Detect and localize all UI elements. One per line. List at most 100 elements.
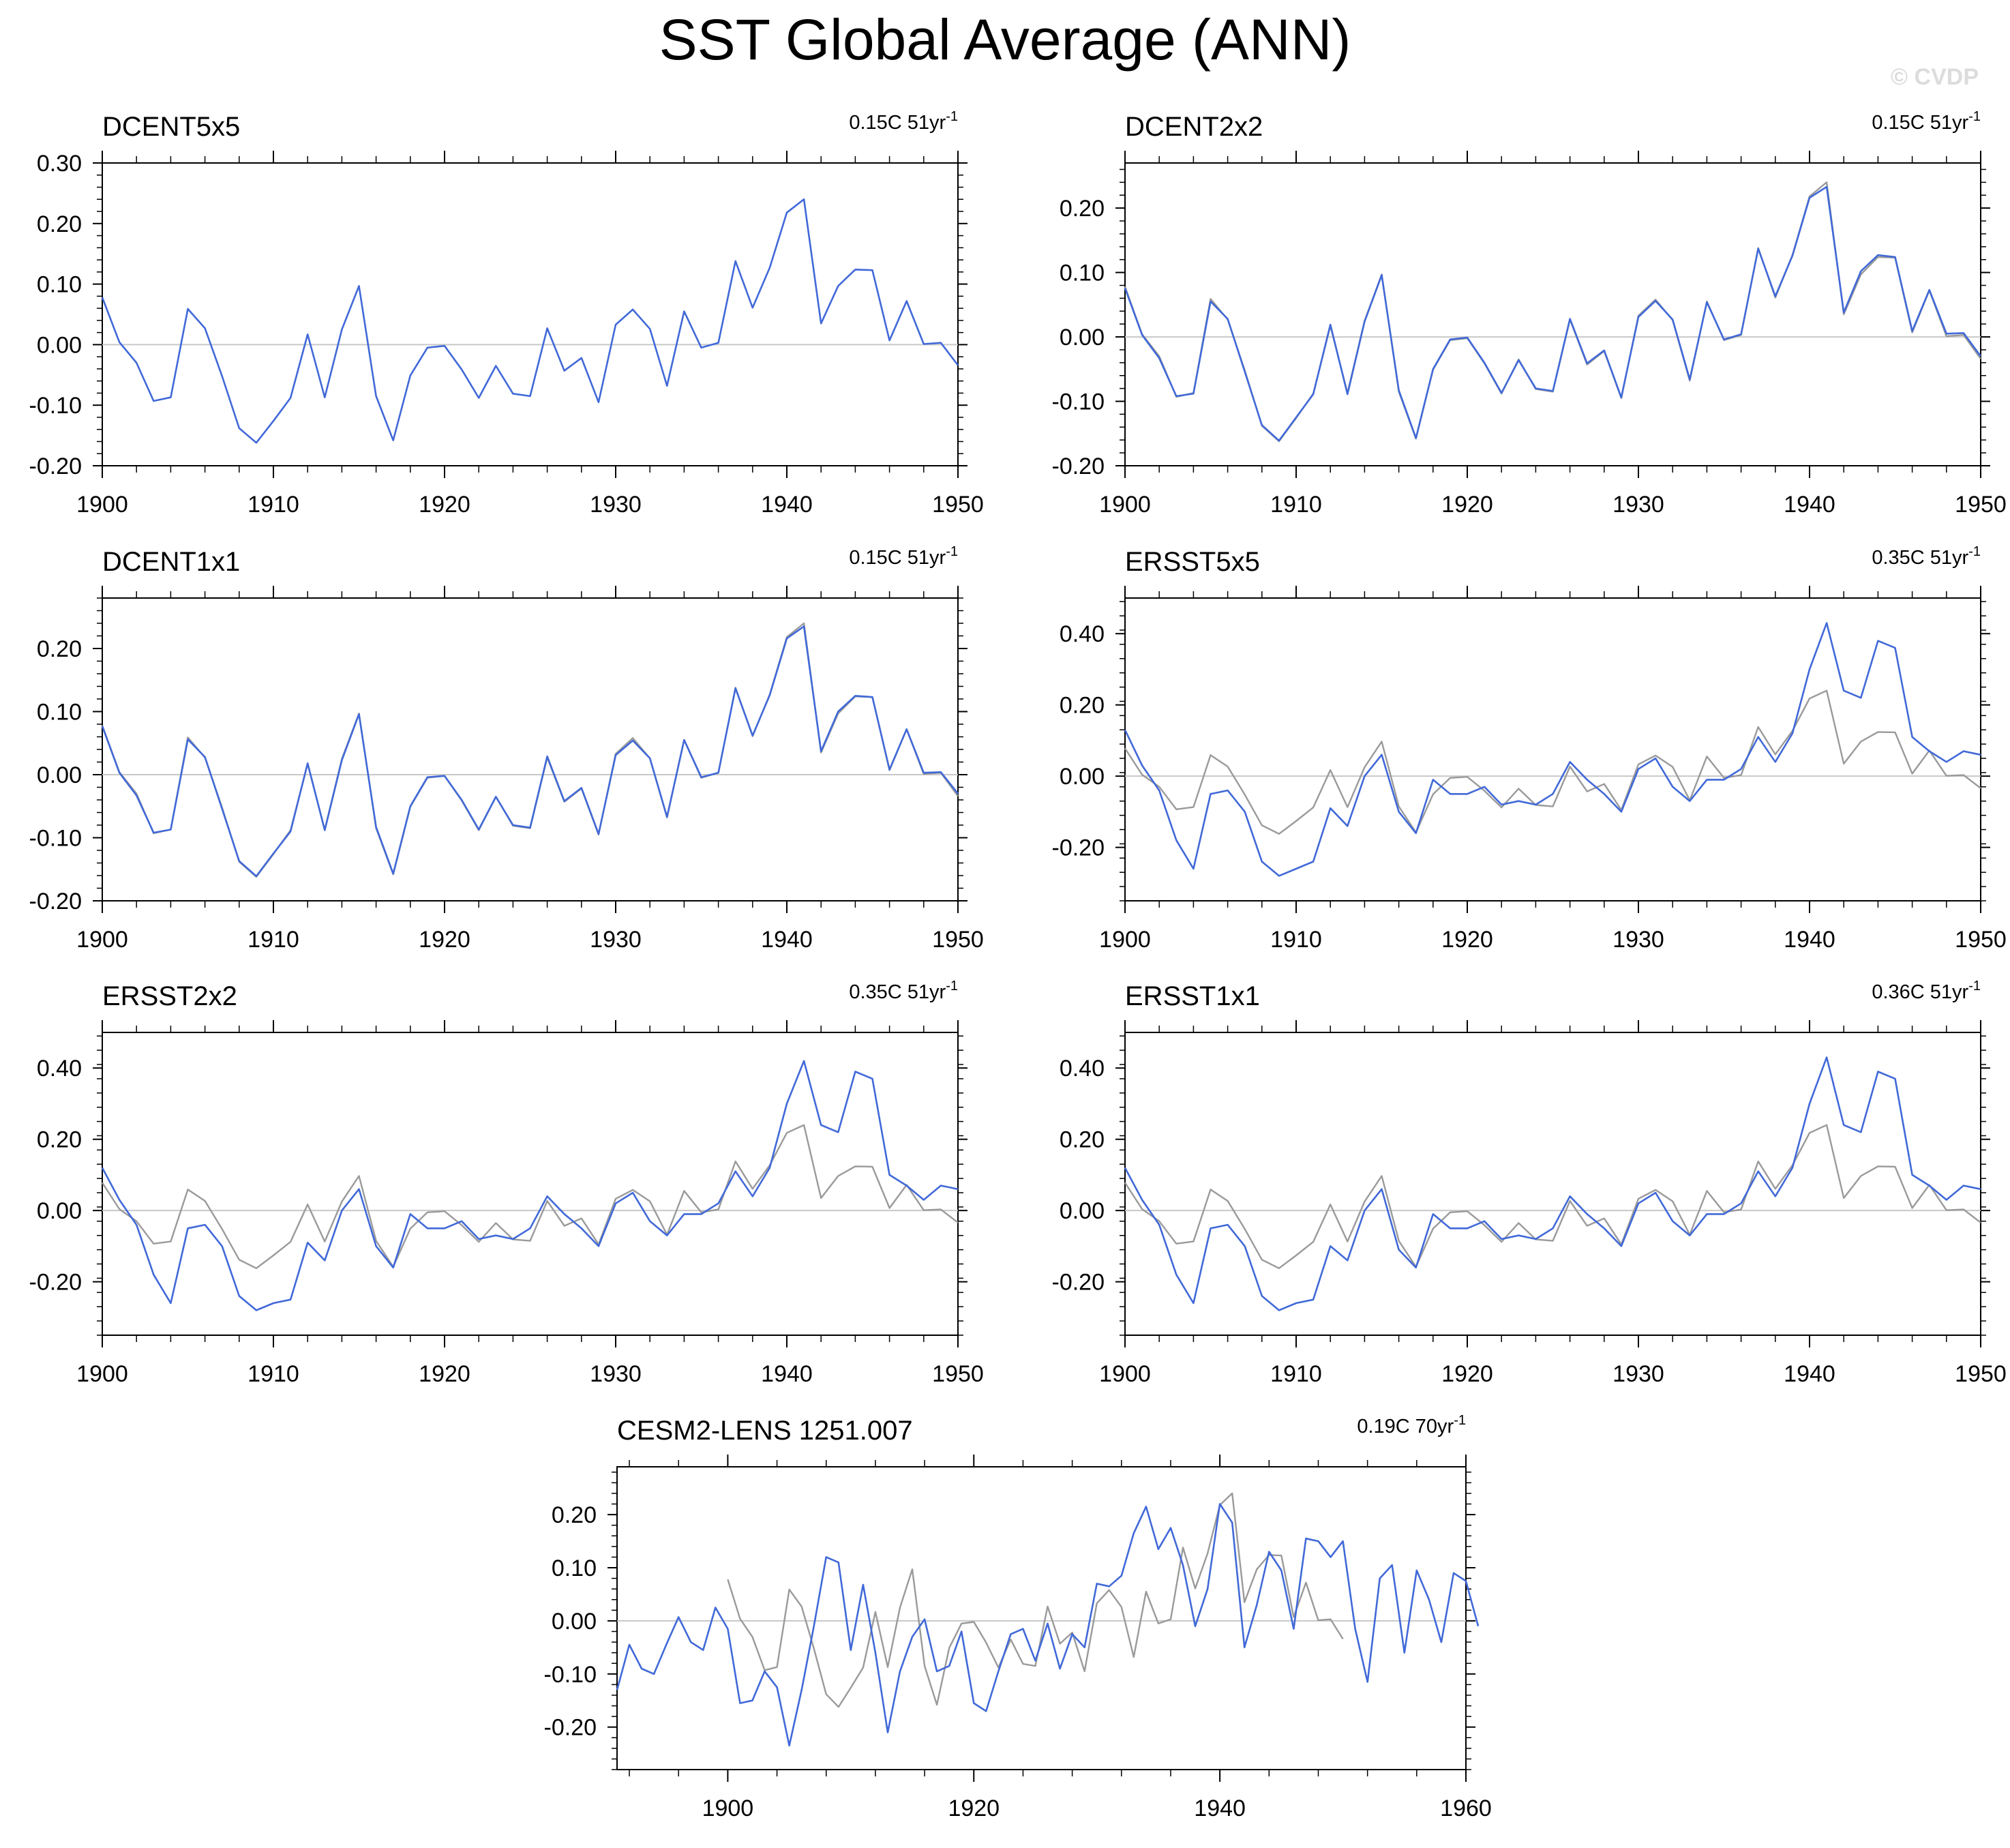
x-tick-label: 1940 (1784, 927, 1835, 953)
figure-title: SST Global Average (ANN) (659, 8, 1351, 72)
x-tick-label: 1940 (1194, 1795, 1246, 1821)
y-tick-label: -0.20 (544, 1715, 597, 1741)
x-tick-label: 1900 (76, 927, 128, 953)
x-tick-label: 1910 (1270, 492, 1322, 518)
y-tick-label: 0.20 (1060, 196, 1105, 222)
y-tick-label: 0.30 (37, 151, 82, 177)
x-tick-label: 1930 (1612, 927, 1664, 953)
y-tick-label: 0.10 (1060, 260, 1105, 286)
x-tick-label: 1900 (1099, 1361, 1151, 1387)
y-tick-label: 0.40 (37, 1056, 82, 1082)
x-tick-label: 1920 (419, 1361, 470, 1387)
chart-panel-1: -0.20 -0.10 0.00 0.10 0.20 0.30 1900 1910 1920 19… (29, 109, 984, 518)
x-tick-label: 1910 (247, 492, 299, 518)
y-tick-label: 0.00 (37, 332, 82, 358)
x-tick-label: 1900 (76, 492, 128, 518)
x-tick-label: 1950 (1955, 492, 2007, 518)
y-tick-label: -0.20 (1052, 453, 1105, 479)
y-tick-label: 0.20 (37, 211, 82, 237)
x-tick-label: 1950 (1955, 927, 2007, 953)
x-tick-label: 1910 (1270, 927, 1322, 953)
y-tick-label: -0.10 (29, 393, 82, 419)
panel-title: DCENT2x2 (1125, 112, 1263, 142)
x-tick-label: 1900 (702, 1795, 754, 1821)
y-tick-label: 0.00 (1060, 764, 1105, 790)
x-tick-label: 1940 (761, 927, 813, 953)
series-line (101, 198, 959, 444)
y-tick-label: 0.40 (1060, 621, 1105, 647)
trend-label: 0.15C 51yr-1 (1872, 109, 1981, 134)
y-tick-label: 0.20 (37, 1127, 82, 1153)
y-tick-label: -0.20 (1052, 835, 1105, 861)
x-tick-label: 1920 (1441, 927, 1493, 953)
y-tick-label: 0.40 (1060, 1056, 1105, 1082)
y-tick-label: -0.20 (29, 453, 82, 479)
trend-label: 0.15C 51yr-1 (849, 109, 958, 134)
y-tick-label: -0.10 (29, 826, 82, 852)
y-tick-label: 0.20 (1060, 693, 1105, 719)
x-tick-label: 1910 (247, 1361, 299, 1387)
x-tick-label: 1940 (1784, 492, 1835, 518)
x-tick-label: 1920 (1441, 492, 1493, 518)
reference-series-line (101, 1124, 959, 1270)
x-tick-label: 1940 (761, 492, 813, 518)
series-line (101, 625, 959, 878)
x-tick-label: 1910 (1270, 1361, 1322, 1387)
panel-title: DCENT1x1 (102, 547, 240, 577)
panel-title: DCENT5x5 (102, 112, 240, 142)
trend-label: 0.15C 51yr-1 (849, 544, 958, 569)
x-tick-label: 1910 (247, 927, 299, 953)
series-line (1124, 1056, 1981, 1311)
x-tick-label: 1950 (932, 927, 984, 953)
trend-label: 0.19C 70yr-1 (1357, 1413, 1466, 1437)
x-tick-label: 1920 (419, 492, 470, 518)
x-tick-label: 1900 (76, 1361, 128, 1387)
y-tick-label: 0.00 (1060, 1198, 1105, 1224)
plot-frame (1124, 162, 1981, 466)
watermark: © CVDP (1891, 64, 1979, 90)
y-tick-label: -0.20 (29, 889, 82, 914)
y-tick-label: 0.10 (552, 1555, 597, 1581)
y-tick-label: -0.20 (1052, 1270, 1105, 1296)
x-tick-label: 1940 (761, 1361, 813, 1387)
x-tick-label: 1900 (1099, 927, 1151, 953)
panel-title: ERSST1x1 (1125, 981, 1260, 1011)
plot-frame (102, 162, 959, 466)
y-tick-label: 0.20 (37, 636, 82, 662)
reference-series-line (1124, 689, 1981, 835)
chart-panel-7: -0.20 -0.10 0.00 0.10 0.20 1900 1920 1940 1960 CE… (544, 1413, 1492, 1821)
reference-series-line (1124, 181, 1981, 443)
reference-series-line (101, 622, 959, 878)
series-line (1124, 185, 1982, 442)
chart-panel-2: -0.20 -0.10 0.00 0.10 0.20 1900 1910 1920 1930 19… (1052, 109, 2007, 518)
x-tick-label: 1930 (1612, 1361, 1664, 1387)
reference-series-line (727, 1492, 1344, 1708)
plot-frame (1124, 597, 1981, 901)
y-tick-label: -0.10 (544, 1662, 597, 1688)
trend-label: 0.36C 51yr-1 (1872, 979, 1981, 1003)
series-line (1124, 622, 1981, 877)
x-tick-label: 1930 (1612, 492, 1664, 518)
x-tick-label: 1940 (1784, 1361, 1835, 1387)
panel-title: CESM2-LENS 1251.007 (617, 1416, 913, 1446)
y-tick-label: -0.10 (1052, 389, 1105, 415)
reference-series-line (1124, 1124, 1981, 1270)
plot-frame (616, 1466, 1467, 1770)
x-tick-label: 1930 (590, 927, 642, 953)
chart-panel-5: -0.20 0.00 0.20 0.40 1900 1910 1920 1930 1940 195… (29, 979, 984, 1387)
plot-frame (102, 1032, 959, 1336)
y-tick-label: 0.20 (1060, 1127, 1105, 1153)
x-tick-label: 1950 (932, 492, 984, 518)
y-tick-label: 0.00 (37, 1198, 82, 1224)
x-tick-label: 1920 (1441, 1361, 1493, 1387)
chart-panel-3: -0.20 -0.10 0.00 0.10 0.20 1900 1910 1920 1930 19… (29, 544, 984, 953)
y-tick-label: 0.10 (37, 272, 82, 298)
y-tick-label: -0.20 (29, 1270, 82, 1296)
x-tick-label: 1920 (419, 927, 470, 953)
series-line (616, 1503, 1480, 1747)
x-tick-label: 1920 (948, 1795, 1000, 1821)
y-tick-label: 0.20 (552, 1502, 597, 1528)
plot-frame (102, 597, 959, 901)
